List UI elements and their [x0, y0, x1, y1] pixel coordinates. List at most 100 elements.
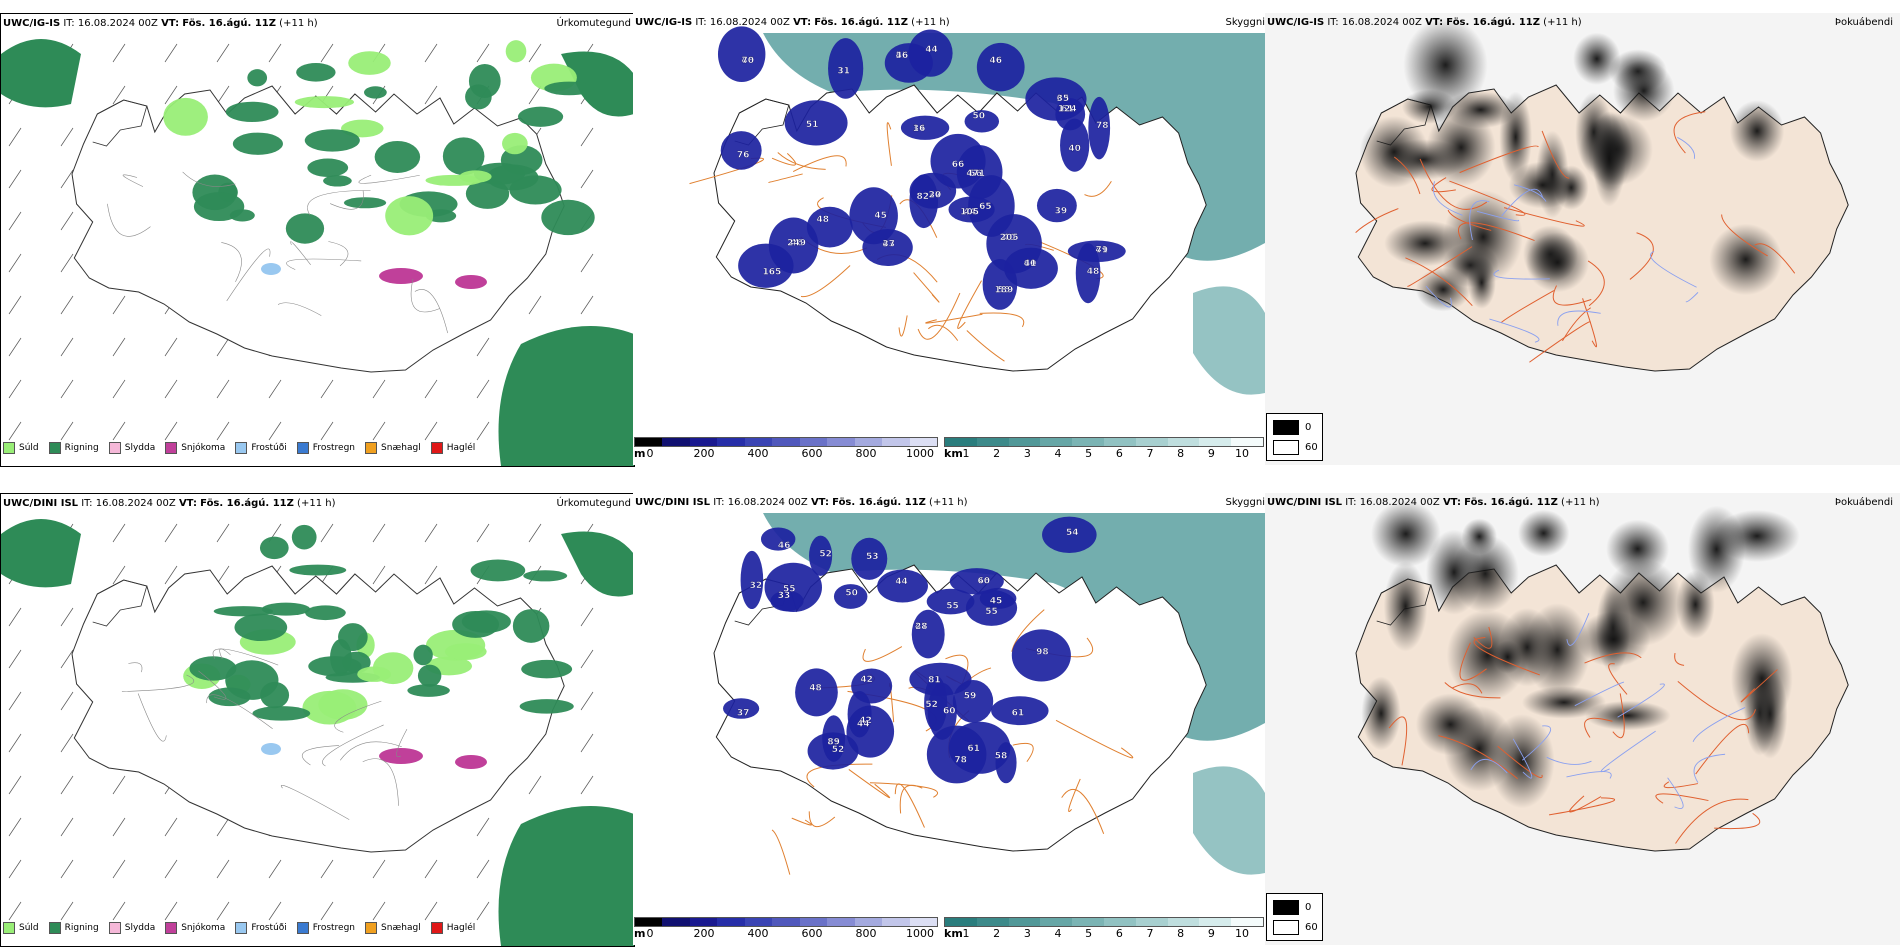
colorbar-segment	[799, 438, 828, 446]
cloud-base-label: 59	[964, 691, 977, 701]
low-cloud-area	[1075, 243, 1101, 304]
cloud-base-label: 51	[806, 120, 819, 130]
legend-swatch	[296, 922, 309, 934]
snow-area	[455, 275, 487, 289]
road-line	[1561, 307, 1592, 342]
wind-barb	[164, 817, 178, 837]
wind-barb	[580, 253, 594, 273]
road-line	[410, 278, 440, 313]
wind-barb	[8, 607, 22, 627]
wind-barb	[112, 421, 126, 441]
road-line	[894, 783, 925, 828]
road-line	[925, 313, 983, 324]
fog-legend-high: 0	[1305, 902, 1312, 913]
fog-indicator-area	[1426, 108, 1496, 187]
scale-tick: 800	[855, 927, 877, 940]
wind-barb	[112, 859, 126, 879]
wind-barb	[320, 901, 334, 921]
wind-barb	[112, 379, 126, 399]
cloud-base-label: 52	[819, 550, 832, 560]
fog-indicator-panel-row1: UWC/IG-IS IT: 16.08.2024 00Z VT: Fös. 16…	[1265, 13, 1900, 465]
wind-barb	[112, 43, 126, 63]
road-line	[301, 745, 340, 766]
road-line	[1714, 812, 1761, 830]
wind-barb	[164, 43, 178, 63]
wind-barb	[476, 421, 490, 441]
cloud-base-label: 50	[845, 588, 858, 598]
cloud-base-label: 16	[913, 124, 926, 134]
low-cloud-area	[909, 174, 939, 229]
precip-cell	[247, 69, 268, 87]
wind-barb	[8, 295, 22, 315]
road-line	[358, 174, 420, 184]
scale-tick: 7	[1146, 927, 1154, 940]
cloud-base-label: 76	[737, 150, 750, 160]
colorbar-segment	[662, 918, 690, 926]
road-line	[1473, 626, 1493, 649]
wind-barb	[112, 901, 126, 921]
colorbar-segment	[772, 438, 800, 446]
road-line	[198, 670, 227, 700]
cloud-base-label: 44	[895, 577, 908, 587]
fog-indicator-area	[1585, 700, 1671, 731]
river-line	[1557, 310, 1601, 326]
road-line	[899, 784, 923, 814]
fog-legend: 0 60	[1266, 413, 1323, 461]
river-line	[1546, 756, 1592, 765]
low-cloud-area	[965, 589, 1018, 626]
cloud-base-label: 31	[837, 66, 850, 76]
visibility-ticks: 1 2 3 4 5 6 7 8 9 10	[963, 927, 1250, 941]
colorbar-segment	[1040, 438, 1073, 446]
cloud-base-ticks: 0 200 400 600 800 1000	[647, 447, 935, 461]
low-visibility-area	[1193, 766, 1265, 875]
cloud-base-label: 44	[925, 45, 938, 55]
cloud-base-colorbar	[634, 437, 938, 447]
low-cloud-area	[809, 535, 833, 576]
wind-barb	[424, 523, 438, 543]
colorbar-segment	[689, 438, 718, 446]
river-line	[1692, 707, 1746, 743]
cloud-base-label: 81	[928, 675, 941, 685]
road-line	[1584, 652, 1642, 664]
wind-barb	[372, 901, 386, 921]
wind-barb	[60, 817, 74, 837]
cloud-base-label: 63	[1057, 94, 1070, 104]
road-line	[771, 829, 791, 875]
scale-tick: 7	[1146, 447, 1154, 460]
low-cloud-area	[1088, 96, 1111, 160]
wind-barb	[60, 775, 74, 795]
wind-barb	[424, 859, 438, 879]
colorbar-segment	[854, 918, 883, 926]
road-line	[1449, 180, 1526, 216]
precip-legend: Súld Rigning Slydda Snjókoma Frostúði Frostre…	[3, 442, 475, 454]
colorbar-segment	[717, 918, 745, 926]
cloud-base-label: 66	[952, 160, 965, 170]
cloud-base-label: 189	[995, 285, 1014, 295]
precip-cell	[294, 96, 354, 109]
cloud-base-label: 124	[1058, 104, 1077, 114]
precip-cell	[234, 613, 288, 642]
wind-barb	[268, 421, 282, 441]
river-line	[1667, 777, 1684, 809]
wind-barb	[164, 565, 178, 585]
colorbar-segment	[1072, 918, 1104, 926]
scale-tick: 4	[1054, 927, 1062, 940]
road-line	[212, 648, 279, 666]
wind-barb	[60, 649, 74, 669]
precip-legend-item: Haglél	[430, 922, 475, 934]
wind-barb	[268, 859, 282, 879]
wind-barb	[476, 523, 490, 543]
cloud-base-label: 46	[978, 576, 991, 586]
wind-barb	[372, 565, 386, 585]
wind-barb	[8, 691, 22, 711]
river-line	[1470, 758, 1508, 774]
cloud-base-label: 40	[1068, 144, 1081, 154]
road-line	[1393, 156, 1421, 195]
visibility-unit: km	[944, 927, 963, 940]
legend-swatch	[3, 922, 15, 934]
legend-label: Snjókoma	[181, 443, 226, 453]
precip-cell	[459, 170, 492, 183]
cloud-base-label: 45	[874, 211, 887, 221]
cloud-base-label: 60	[978, 576, 991, 586]
fog-indicator-area	[1361, 676, 1401, 751]
